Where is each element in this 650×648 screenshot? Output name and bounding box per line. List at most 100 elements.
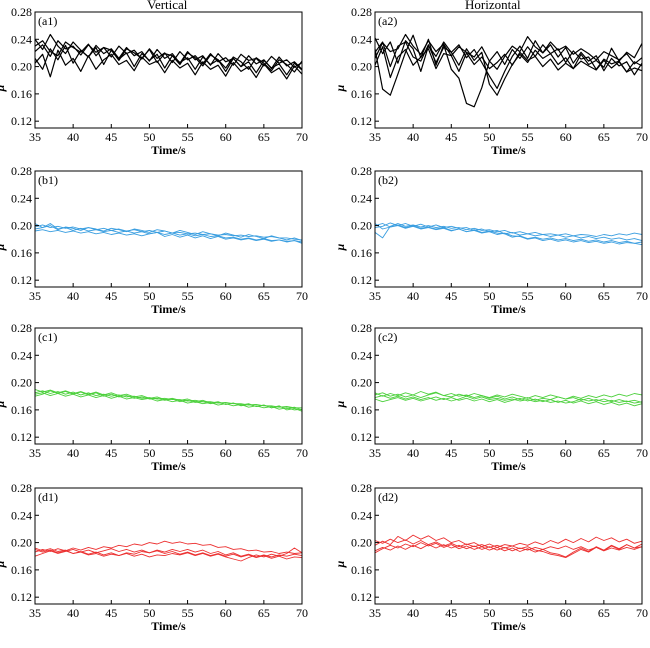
series-group [34,223,303,244]
x-tick-label: 45 [445,130,457,144]
x-tick-label: 40 [407,606,419,620]
x-tick-label: 60 [560,130,572,144]
y-tick-label: 0.16 [351,403,372,417]
series-line-3 [374,538,643,559]
y-tick-label: 0.28 [351,321,372,335]
x-tick-label: 45 [445,446,457,460]
y-tick-label: 0.24 [351,348,372,362]
chart-d1: 35 40 45 50 55 60 65 70 0.12 0.16 0.20 0.24 0.28 Time… [0,481,308,633]
x-tick-label: 50 [483,606,495,620]
y-axis-label: μ [333,400,347,408]
y-tick-label: 0.24 [351,191,372,205]
y-tick-label: 0.16 [351,563,372,577]
panel-label: (a1) [38,14,57,28]
x-tick-label: 35 [29,606,41,620]
y-tick-label: 0.16 [11,563,32,577]
y-tick-label: 0.28 [351,481,372,495]
x-tick-label: 40 [407,446,419,460]
y-tick-label: 0.20 [351,219,372,233]
series-group [374,391,643,407]
y-tick-label: 0.12 [351,273,372,287]
series-line-4 [34,49,303,80]
y-axis-label: μ [0,243,7,251]
x-tick-label: 45 [105,606,117,620]
y-axis-label: μ [0,560,7,568]
series-line-4 [374,395,643,404]
y-tick-label: 0.16 [11,87,32,101]
x-tick-label: 65 [598,606,610,620]
series-line-5 [34,33,303,70]
x-tick-label: 70 [636,446,648,460]
y-tick-label: 0.28 [11,321,32,335]
series-line-3 [374,223,643,239]
chart-b1: 35 40 45 50 55 60 65 70 0.12 0.16 0.20 0.24 0.28 Time… [0,164,308,316]
panel-label: (a2) [378,14,397,28]
series-group [374,534,643,559]
series-line-4 [374,41,643,96]
x-tick-label: 50 [143,289,155,303]
x-tick-label: 55 [182,289,194,303]
panel-label: (d2) [378,490,398,504]
x-tick-label: 55 [522,130,534,144]
series-group [374,222,643,246]
chart-a2: 35 40 45 50 55 60 65 70 0.12 0.16 0.20 0.24 0.28 Time… [333,5,648,157]
series-group [34,388,303,412]
x-tick-label: 50 [483,130,495,144]
x-tick-label: 45 [105,446,117,460]
y-tick-label: 0.24 [11,348,32,362]
series-line-1 [374,222,643,242]
y-tick-label: 0.28 [351,164,372,178]
y-tick-label: 0.12 [11,273,32,287]
x-tick-label: 55 [182,606,194,620]
panel-label: (b1) [38,173,58,187]
y-tick-label: 0.12 [351,430,372,444]
series-line-2 [374,396,643,407]
x-tick-label: 65 [258,130,270,144]
y-tick-label: 0.12 [11,430,32,444]
chart-a1: 35 40 45 50 55 60 65 70 0.12 0.16 0.20 0.24 0.28 Time… [0,5,308,157]
x-tick-label: 70 [296,289,308,303]
x-tick-label: 55 [522,446,534,460]
figure: Vertical Horizontal 35 40 45 50 55 60 65 70 0.12… [0,0,648,633]
y-tick-label: 0.12 [11,590,32,604]
chart-c1: 35 40 45 50 55 60 65 70 0.12 0.16 0.20 0.24 0.28 Time… [0,321,308,473]
plot-frame [34,170,303,288]
series-line-3 [374,33,643,70]
y-tick-label: 0.28 [351,5,372,19]
x-tick-label: 70 [636,289,648,303]
y-tick-label: 0.16 [351,87,372,101]
x-tick-label: 40 [407,130,419,144]
series-line-1 [34,540,303,554]
x-tick-label: 65 [258,446,270,460]
x-tick-label: 65 [598,289,610,303]
x-tick-label: 35 [29,289,41,303]
y-axis-label: μ [333,560,347,568]
series-line-1 [374,391,643,403]
series-line-3 [34,223,303,242]
y-tick-label: 0.24 [351,32,372,46]
plot-frame [374,170,643,288]
x-tick-label: 50 [483,446,495,460]
y-tick-label: 0.20 [11,376,32,390]
x-tick-label: 60 [560,289,572,303]
x-tick-label: 50 [143,446,155,460]
series-group [34,540,303,562]
x-tick-label: 45 [105,130,117,144]
x-tick-label: 35 [29,130,41,144]
x-tick-label: 60 [560,606,572,620]
x-tick-label: 45 [445,289,457,303]
y-tick-label: 0.20 [351,376,372,390]
plot-frame [34,11,303,129]
panel-label: (d1) [38,490,58,504]
x-tick-label: 65 [598,446,610,460]
series-line-5 [374,43,643,79]
x-tick-label: 40 [67,606,79,620]
y-tick-label: 0.16 [11,246,32,260]
x-tick-label: 60 [220,446,232,460]
x-tick-label: 60 [220,289,232,303]
x-tick-label: 70 [636,130,648,144]
panel-label: (c2) [378,330,397,344]
y-tick-label: 0.24 [11,32,32,46]
series-line-3 [34,548,303,560]
x-tick-label: 50 [483,289,495,303]
